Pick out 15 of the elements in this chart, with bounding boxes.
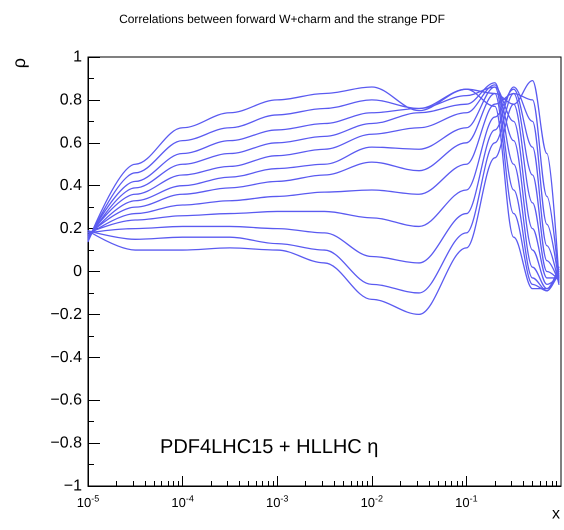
- y-axis-title: ρ: [9, 58, 29, 68]
- y-tick-label: −0.8: [50, 434, 82, 452]
- y-tick-label: 0.2: [60, 220, 82, 238]
- y-tick-label: 0.8: [60, 91, 82, 108]
- y-tick-label: 0.6: [60, 134, 82, 152]
- annotation: PDF4LHC15 + HLLHC η: [160, 436, 378, 458]
- y-tick-label: −0.6: [50, 392, 82, 409]
- y-tick-label: 1: [73, 48, 82, 66]
- y-tick-label: 0.4: [60, 177, 82, 194]
- y-tick-label: 0: [73, 263, 82, 280]
- y-tick-label: −0.4: [50, 348, 82, 366]
- chart-title: Correlations between forward W+charm and the strange PDF: [119, 12, 445, 26]
- y-tick-label: −1: [64, 478, 82, 494]
- x-axis-title: x: [552, 506, 560, 522]
- y-tick-label: −0.2: [50, 306, 82, 323]
